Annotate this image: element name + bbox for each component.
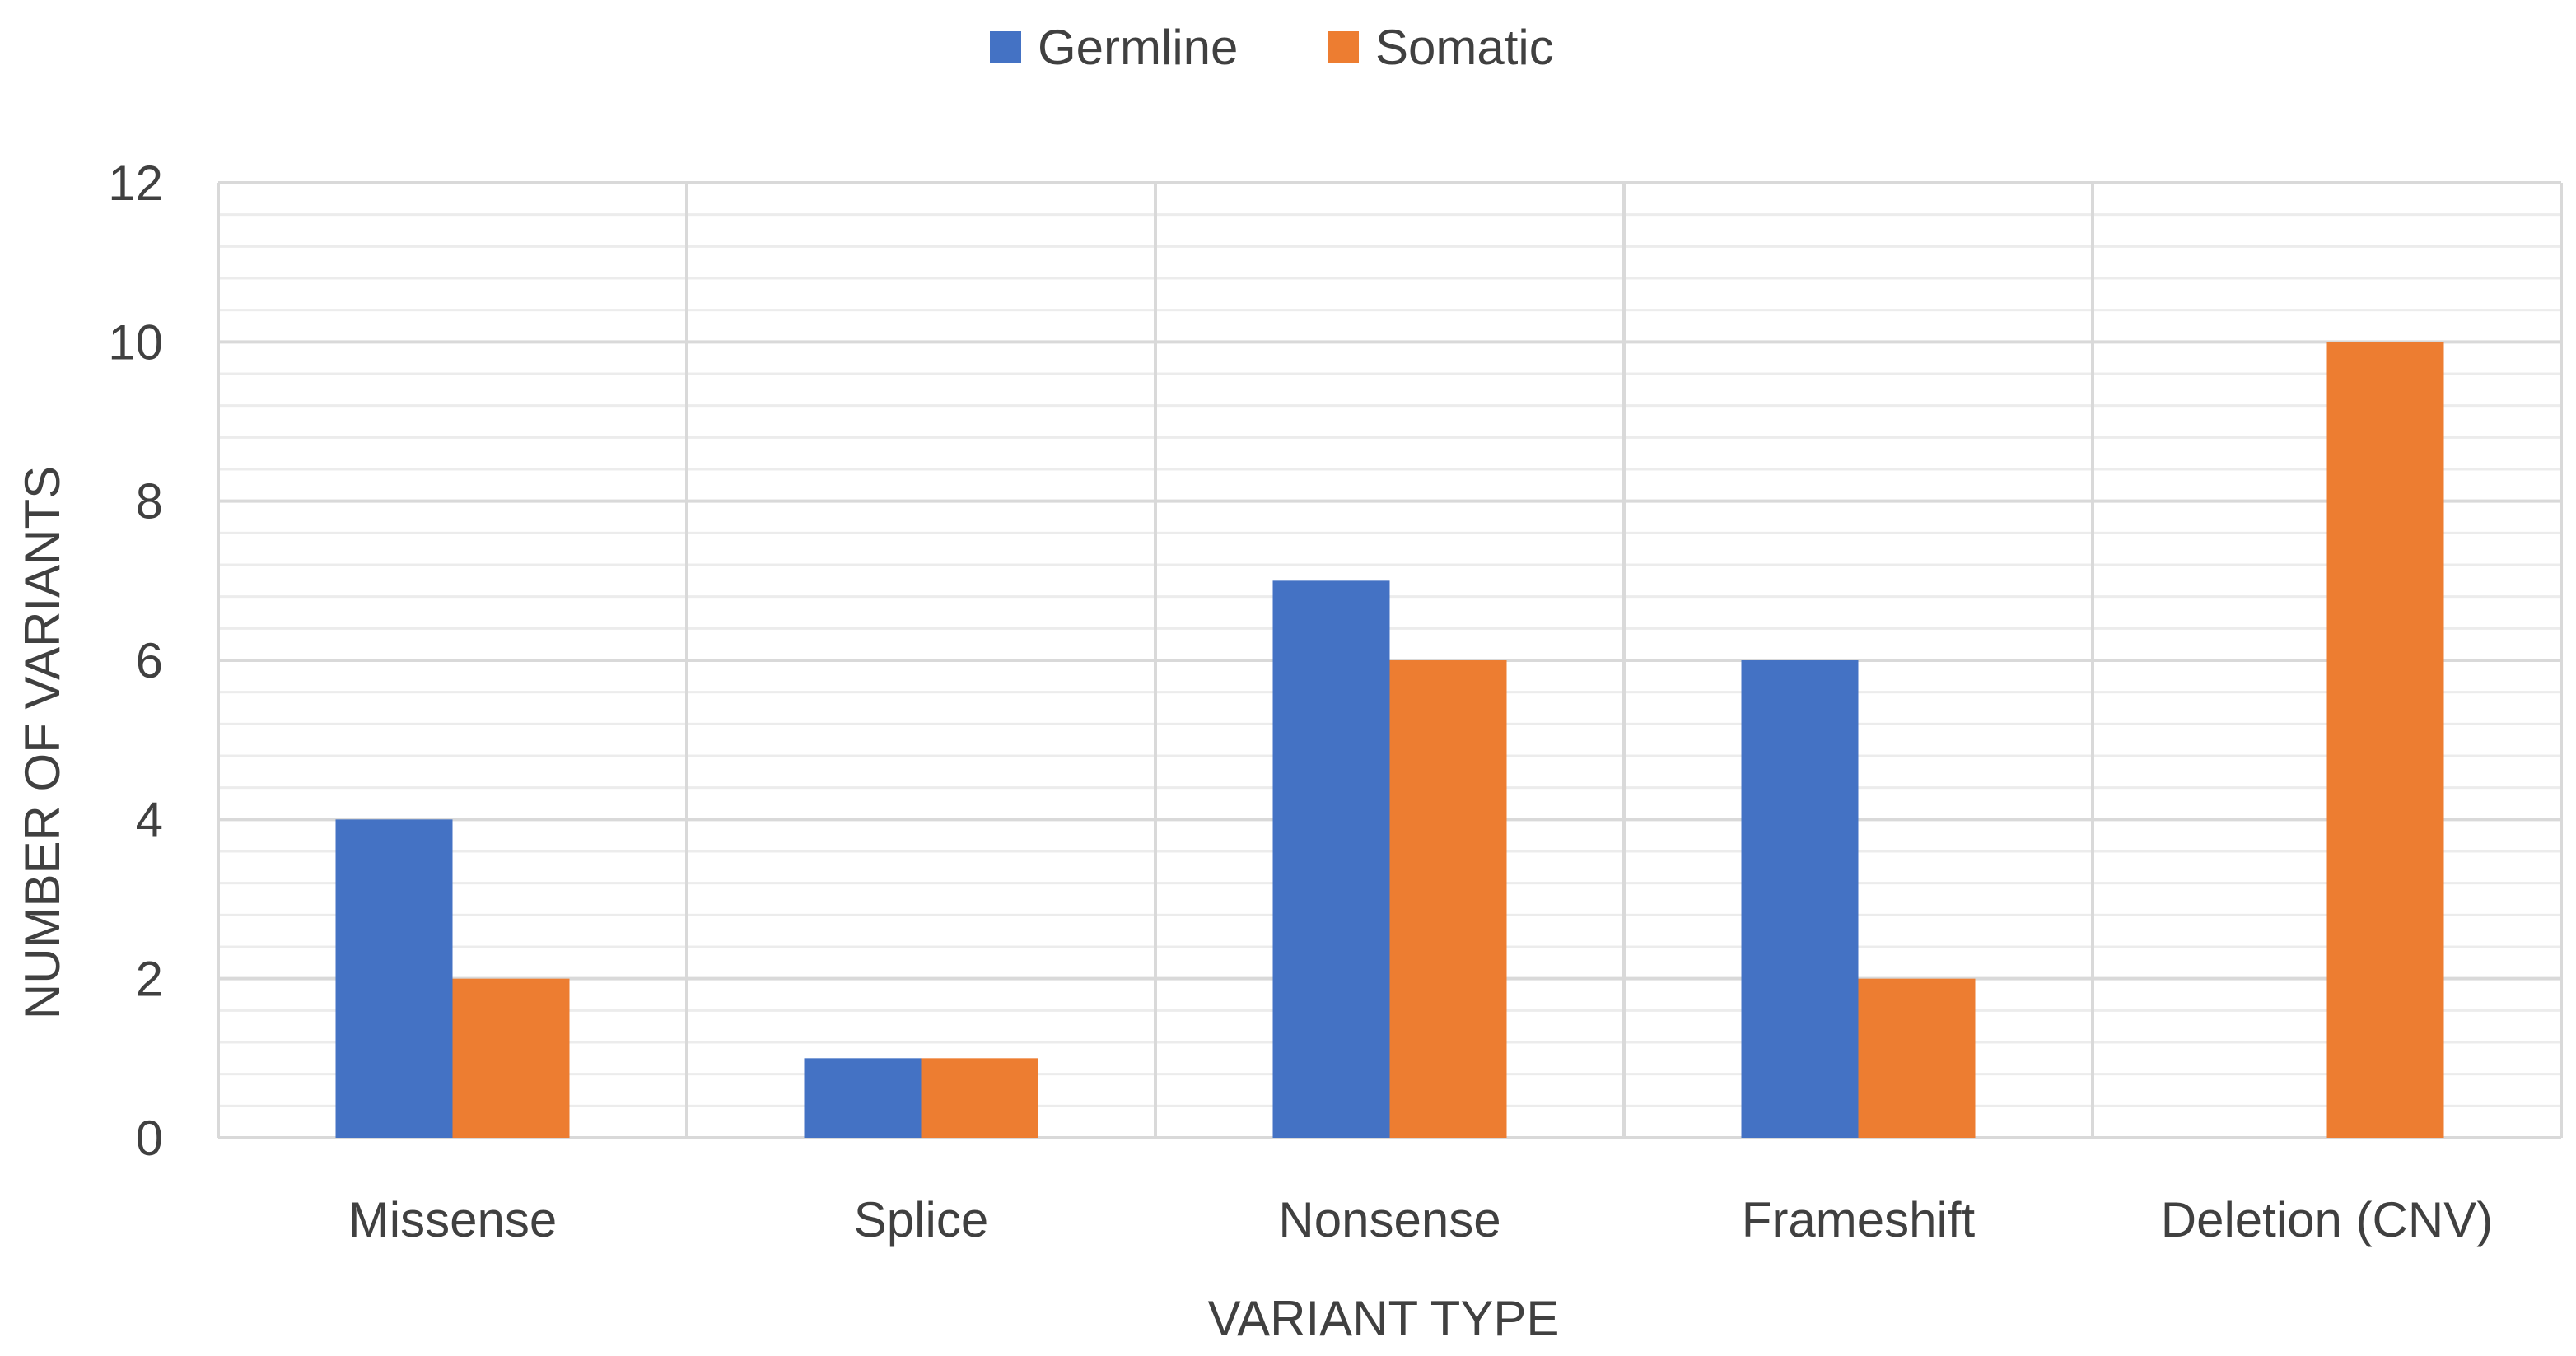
bar-germline-missense [335, 819, 453, 1138]
x-tick-label: Nonsense [1278, 1192, 1500, 1247]
bar-germline-splice [804, 1058, 922, 1138]
bar-somatic-splice [921, 1058, 1038, 1138]
bar-germline-nonsense [1272, 580, 1390, 1138]
legend-label-somatic: Somatic [1375, 20, 1554, 75]
y-tick-label: 0 [136, 1111, 163, 1166]
category-dividers [217, 183, 2563, 1138]
bars-group [335, 342, 2444, 1138]
bar-somatic-frameshift [1858, 978, 1976, 1138]
legend-swatch-germline [990, 31, 1021, 63]
y-tick-label: 12 [108, 156, 163, 211]
y-tick-label: 4 [136, 792, 163, 847]
y-axis-title: NUMBER OF VARIANTS [15, 466, 70, 1019]
x-tick-label: Missense [348, 1192, 557, 1247]
bar-somatic-deletion-cnv [2326, 342, 2444, 1138]
y-tick-label: 6 [136, 633, 163, 688]
y-tick-label: 8 [136, 474, 163, 529]
x-tick-label: Splice [854, 1192, 988, 1247]
bar-germline-frameshift [1741, 660, 1859, 1138]
legend-swatch-somatic [1328, 31, 1359, 63]
x-axis-title: VARIANT TYPE [1208, 1291, 1560, 1346]
legend: Germline Somatic [990, 20, 1554, 75]
bar-somatic-missense [452, 978, 570, 1138]
x-tick-label: Deletion (CNV) [2161, 1192, 2493, 1247]
x-tick-label: Frameshift [1742, 1192, 1976, 1247]
y-tick-label: 10 [108, 315, 163, 370]
legend-label-germline: Germline [1038, 20, 1238, 75]
y-axis-tick-labels: 0 2 4 6 8 10 12 [108, 156, 163, 1166]
y-tick-label: 2 [136, 952, 163, 1007]
x-axis-tick-labels: Missense Splice Nonsense Frameshift Deletion… [348, 1192, 2493, 1247]
bar-somatic-nonsense [1389, 660, 1507, 1138]
